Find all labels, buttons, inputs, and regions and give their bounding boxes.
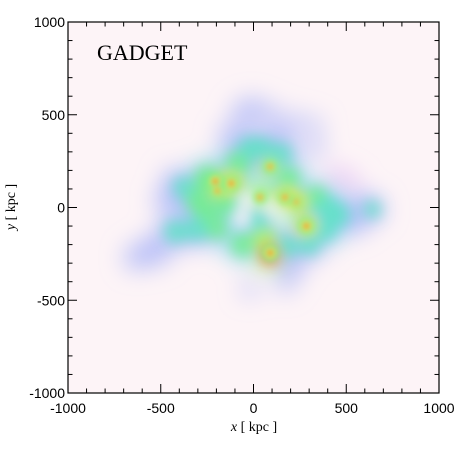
x-axis-label: x [ kpc ] <box>230 420 277 435</box>
density-halo-blob <box>343 175 360 192</box>
y-axis-variable: y <box>4 223 19 232</box>
density-halo-blob <box>241 281 258 298</box>
density-blob <box>230 232 255 257</box>
x-tick-label: -1000 <box>50 400 86 416</box>
density-halo-blob <box>241 96 263 118</box>
density-halo-blob <box>305 138 324 158</box>
density-core-peak <box>215 188 220 193</box>
density-halo-blob <box>217 125 241 149</box>
density-core-peak <box>213 179 218 184</box>
density-blob <box>327 203 350 226</box>
x-tick-labels: -1000 -500 0 500 1000 <box>50 400 455 416</box>
density-blob <box>277 166 300 189</box>
density-core-peak <box>228 181 234 186</box>
density-halo-blob <box>123 244 150 271</box>
density-halo-blob <box>272 122 294 144</box>
y-tick-label: 1000 <box>34 14 65 30</box>
density-blob <box>275 235 298 258</box>
y-axis-label: y [ kpc ] <box>4 184 19 232</box>
density-void <box>277 209 289 221</box>
density-blob <box>251 137 274 160</box>
density-halo-blob <box>276 277 294 294</box>
density-void <box>238 191 256 209</box>
density-halo-blob <box>288 112 305 129</box>
density-halo-blob <box>259 104 281 126</box>
density-blob <box>298 233 321 256</box>
density-halo-blob <box>306 117 323 134</box>
y-tick-label: -1000 <box>29 385 65 401</box>
y-tick-label: 0 <box>57 200 65 216</box>
y-tick-label: -500 <box>37 292 65 308</box>
panel-title: GADGET <box>97 40 188 65</box>
density-blob <box>172 176 194 198</box>
density-blob <box>247 208 264 225</box>
x-tick-label: 500 <box>335 400 359 416</box>
y-tick-label: 500 <box>42 107 66 123</box>
density-field <box>123 96 385 298</box>
density-cores <box>207 160 315 262</box>
density-core-peak <box>294 200 298 204</box>
density-core-peak <box>304 223 309 229</box>
density-blob <box>184 217 208 242</box>
density-blob <box>194 200 217 223</box>
density-voids <box>234 191 289 227</box>
density-core-peak <box>267 250 273 256</box>
y-axis-unit: [ kpc ] <box>4 184 19 221</box>
density-blob <box>213 191 238 216</box>
x-tick-label: 1000 <box>423 400 454 416</box>
y-tick-labels: -1000 -500 0 500 1000 <box>29 14 65 401</box>
density-void <box>234 209 251 227</box>
axis-ticks <box>67 21 440 394</box>
density-blob <box>314 218 337 241</box>
density-core-peak <box>268 164 273 169</box>
density-void <box>262 199 278 214</box>
x-axis-unit: [ kpc ] <box>241 420 278 435</box>
x-tick-label: -500 <box>147 400 175 416</box>
density-core-peak <box>258 195 262 200</box>
x-tick-label: 0 <box>250 400 258 416</box>
density-blob <box>363 200 381 219</box>
density-core-peak <box>283 195 288 200</box>
density-blob <box>163 219 188 244</box>
density-halo-blob <box>327 166 347 186</box>
density-blob <box>270 142 293 165</box>
density-blob <box>204 216 229 240</box>
density-halo-blob <box>277 255 304 282</box>
x-axis-variable: x <box>230 420 238 435</box>
